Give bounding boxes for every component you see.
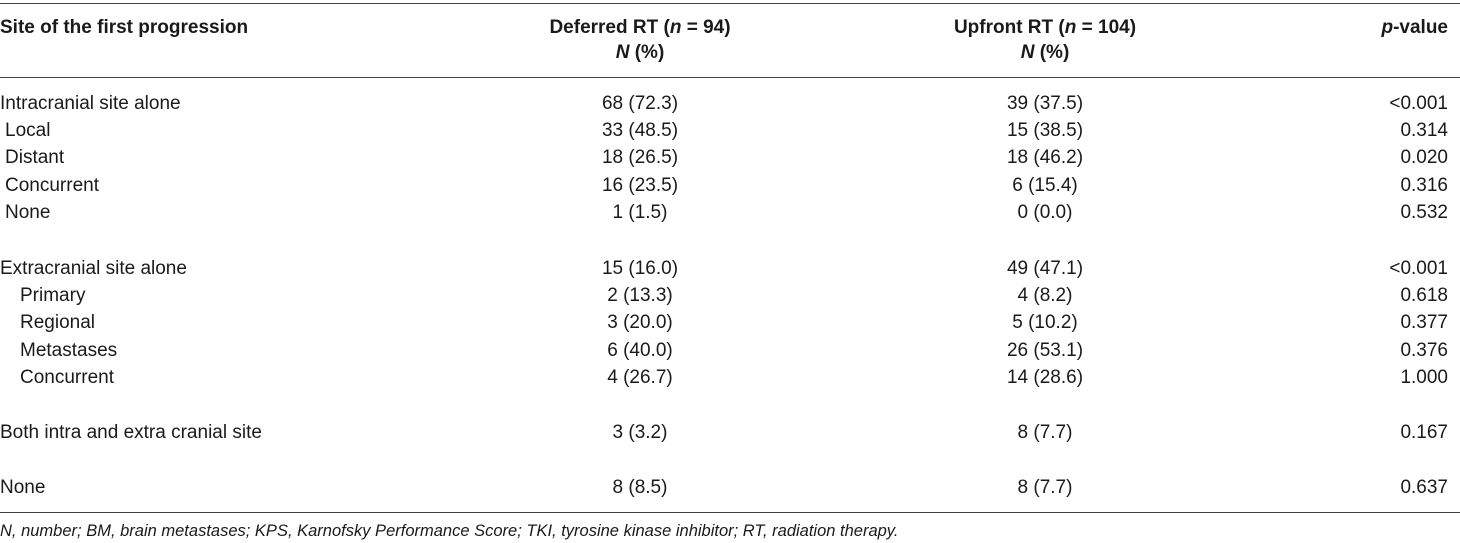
row-deferred: 15 (16.0) xyxy=(601,258,679,279)
table-row: None 1 (1.5) 0 (0.0) 0.532 xyxy=(0,199,1460,226)
row-deferred: 18 (26.5) xyxy=(601,147,679,168)
row-pvalue: 0.532 xyxy=(1400,202,1448,223)
row-deferred: 2 (13.3) xyxy=(607,285,673,306)
header-upfront: Upfront RT (n = 104) N (%) xyxy=(880,15,1210,65)
row-pvalue: 0.377 xyxy=(1400,312,1448,333)
row-site: Both intra and extra cranial site xyxy=(0,422,262,443)
row-upfront: 15 (38.5) xyxy=(1006,120,1084,141)
row-upfront: 8 (7.7) xyxy=(1017,477,1073,498)
table-row: Primary 2 (13.3) 4 (8.2) 0.618 xyxy=(0,282,1460,309)
row-site: None xyxy=(0,477,46,498)
header-site: Site of the first progression xyxy=(0,17,249,38)
table-row: Extracranial site alone 15 (16.0) 49 (47… xyxy=(0,255,1460,282)
row-site: Metastases xyxy=(20,340,118,361)
header-upfront-line1: Upfront RT (n = 104) xyxy=(953,17,1137,38)
header-deferred: Deferred RT (n = 94) N (%) xyxy=(470,15,810,65)
row-deferred: 6 (40.0) xyxy=(607,340,673,361)
table-bottom-rule xyxy=(0,512,1460,513)
table-row: Regional 3 (20.0) 5 (10.2) 0.377 xyxy=(0,309,1460,336)
table-row: Both intra and extra cranial site 3 (3.2… xyxy=(0,419,1460,446)
row-site: Concurrent xyxy=(20,367,114,388)
row-site: None xyxy=(5,202,51,223)
row-pvalue: 0.376 xyxy=(1400,340,1448,361)
table-row: Intracranial site alone 68 (72.3) 39 (37… xyxy=(0,90,1460,117)
row-deferred: 16 (23.5) xyxy=(601,175,679,196)
row-site: Local xyxy=(5,120,51,141)
table-row: Metastases 6 (40.0) 26 (53.1) 0.376 xyxy=(0,337,1460,364)
row-site: Extracranial site alone xyxy=(0,258,187,279)
table-row: None 8 (8.5) 8 (7.7) 0.637 xyxy=(0,474,1460,501)
row-upfront: 18 (46.2) xyxy=(1006,147,1084,168)
row-deferred: 1 (1.5) xyxy=(612,202,668,223)
row-pvalue: 0.167 xyxy=(1400,422,1448,443)
row-upfront: 14 (28.6) xyxy=(1006,367,1084,388)
table-row: Local 33 (48.5) 15 (38.5) 0.314 xyxy=(0,117,1460,144)
row-pvalue: 1.000 xyxy=(1400,367,1448,388)
row-upfront: 5 (10.2) xyxy=(1012,312,1078,333)
row-upfront: 39 (37.5) xyxy=(1006,93,1084,114)
header-deferred-line1: Deferred RT (n = 94) xyxy=(549,17,731,38)
header-deferred-line2: N (%) xyxy=(615,42,665,63)
row-pvalue: 0.314 xyxy=(1400,120,1448,141)
header-pvalue: p-value xyxy=(1381,17,1448,38)
row-upfront: 6 (15.4) xyxy=(1012,175,1078,196)
row-deferred: 3 (3.2) xyxy=(612,422,668,443)
row-upfront: 26 (53.1) xyxy=(1006,340,1084,361)
row-pvalue: 0.618 xyxy=(1400,285,1448,306)
table-row: Concurrent 16 (23.5) 6 (15.4) 0.316 xyxy=(0,172,1460,199)
row-pvalue: 0.637 xyxy=(1400,477,1448,498)
row-upfront: 49 (47.1) xyxy=(1006,258,1084,279)
row-deferred: 33 (48.5) xyxy=(601,120,679,141)
row-deferred: 68 (72.3) xyxy=(601,93,679,114)
row-deferred: 4 (26.7) xyxy=(607,367,673,388)
row-pvalue: <0.001 xyxy=(1389,258,1448,279)
row-site: Primary xyxy=(20,285,86,306)
row-site: Distant xyxy=(5,147,65,168)
header-rule xyxy=(0,77,1460,78)
header-upfront-line2: N (%) xyxy=(1020,42,1070,63)
row-deferred: 3 (20.0) xyxy=(607,312,673,333)
row-site: Concurrent xyxy=(5,175,99,196)
row-upfront: 8 (7.7) xyxy=(1017,422,1073,443)
table-row: Concurrent 4 (26.7) 14 (28.6) 1.000 xyxy=(0,364,1460,391)
row-upfront: 4 (8.2) xyxy=(1017,285,1073,306)
row-pvalue: 0.316 xyxy=(1400,175,1448,196)
row-pvalue: 0.020 xyxy=(1400,147,1448,168)
row-deferred: 8 (8.5) xyxy=(612,477,668,498)
table-top-rule xyxy=(0,3,1460,4)
row-site: Intracranial site alone xyxy=(0,93,181,114)
table-footnote: N, number; BM, brain metastases; KPS, Ka… xyxy=(0,522,899,540)
row-upfront: 0 (0.0) xyxy=(1017,202,1073,223)
row-pvalue: <0.001 xyxy=(1389,93,1448,114)
table-row: Distant 18 (26.5) 18 (46.2) 0.020 xyxy=(0,144,1460,171)
row-site: Regional xyxy=(20,312,95,333)
